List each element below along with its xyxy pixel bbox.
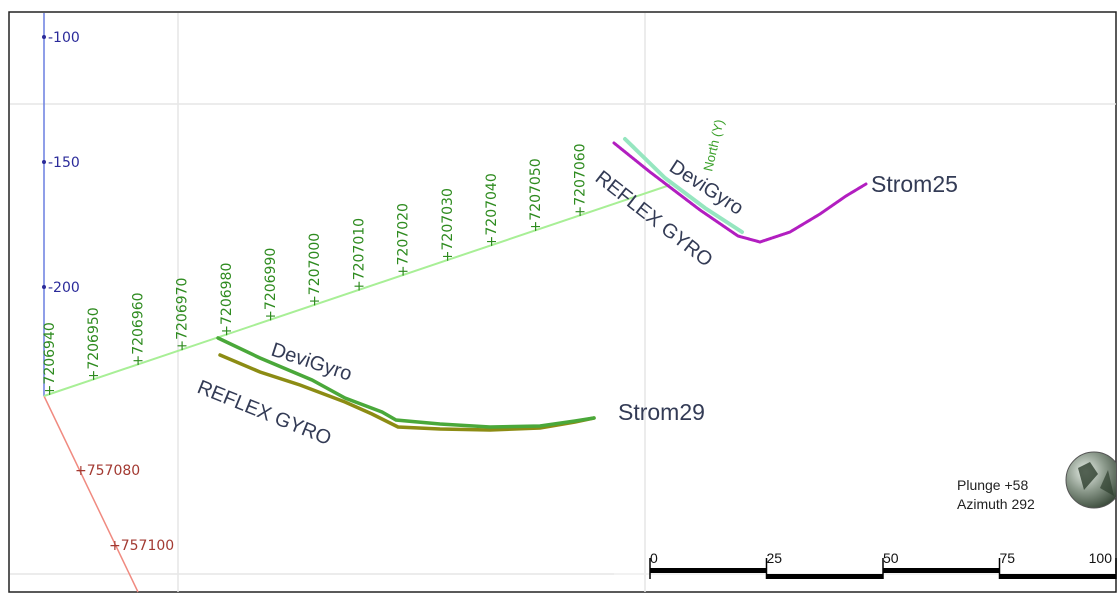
north-axis-tick-label: +7207030 <box>440 188 456 262</box>
north-axis-tick: +7207060 <box>572 143 588 217</box>
east-axis-line <box>43 395 139 593</box>
strom29-label: Strom29 <box>618 399 705 425</box>
north-axis-tick-label: +7207010 <box>351 218 367 292</box>
z-axis: -100 -150 -200 <box>42 13 80 396</box>
orientation-info: Plunge +58 Azimuth 292 <box>957 477 1035 512</box>
scale-bar-label: 25 <box>767 550 783 566</box>
z-axis-tick-label: -200 <box>48 280 80 296</box>
east-axis: +757080 +757100 <box>43 395 174 593</box>
scale-bar-tick: 75 <box>998 550 1016 579</box>
north-axis-tick: +7207010 <box>351 218 367 292</box>
north-axis-tick: +7206950 <box>86 307 102 381</box>
strom25-devigyro-trace <box>623 137 744 234</box>
north-axis-tick: +7207030 <box>440 188 456 262</box>
north-axis-tick-label: +7206940 <box>42 322 58 396</box>
north-axis-tick-label: +7207050 <box>528 158 544 232</box>
north-axis-tick-label: +7206950 <box>86 307 102 381</box>
north-axis-tick: +7207050 <box>528 158 544 232</box>
z-axis-tick-label: -150 <box>48 155 80 171</box>
north-axis-tick: +7206990 <box>263 248 279 322</box>
east-axis-tick: +757100 <box>109 538 174 554</box>
scale-bar-label: 100 <box>1089 550 1113 566</box>
north-axis-tick: +7207040 <box>484 173 500 247</box>
strom25-reflex-gyro-trace <box>612 141 868 244</box>
scale-bar-label: 0 <box>650 550 658 566</box>
z-axis-tick-label: -100 <box>48 30 80 46</box>
strom29-devigyro-trace <box>216 336 596 429</box>
z-axis-tick: -100 <box>42 30 80 46</box>
north-axis-tick: +7207020 <box>396 203 412 277</box>
navigation-sphere-icon[interactable] <box>1065 451 1118 509</box>
north-axis-tick-label: +7206960 <box>130 292 146 366</box>
scale-bar-tick: 0 <box>649 550 658 579</box>
north-axis-tick-label: +7207020 <box>396 203 412 277</box>
scale-bar-segment <box>766 574 883 579</box>
north-axis-tick: +7206940 <box>42 322 58 396</box>
plunge-text: Plunge +58 <box>957 477 1028 493</box>
strom25-label: Strom25 <box>871 171 958 197</box>
north-axis-tick-label: +7207000 <box>307 233 323 307</box>
scale-bar-label: 50 <box>883 550 899 566</box>
scale-bar-segment <box>999 574 1116 579</box>
z-axis-tick: -200 <box>42 280 80 296</box>
scale-bar-tick: 25 <box>765 550 783 579</box>
north-axis-tick-label: +7206980 <box>219 263 235 337</box>
z-axis-tick: -150 <box>42 155 80 171</box>
east-axis-tick: +757080 <box>75 463 140 479</box>
north-axis-tick: +7207000 <box>307 233 323 307</box>
north-axis-tick: +7206960 <box>130 292 146 366</box>
north-axis-tick: +7206970 <box>175 278 191 352</box>
east-axis-tick-label: +757100 <box>109 538 174 554</box>
north-axis-line <box>43 184 671 397</box>
scale-bar-segment <box>650 568 767 573</box>
north-axis-tick: +7206980 <box>219 263 235 337</box>
scale-bar-label: 75 <box>1000 550 1016 566</box>
scale-bar-segment <box>883 568 1000 573</box>
scale-bar-tick: 50 <box>882 550 899 579</box>
north-axis-tick-label: +7206970 <box>175 278 191 352</box>
scale-bar: 0 25 50 75 100 <box>614 550 1117 579</box>
east-axis-tick-label: +757080 <box>75 463 140 479</box>
viewport-frame <box>8 11 1117 593</box>
north-axis-tick-label: +7206990 <box>263 248 279 322</box>
north-axis-tick-label: +7207060 <box>572 143 588 217</box>
north-axis-tick-label: +7207040 <box>484 173 500 247</box>
scale-bar-tick: 100 <box>1089 550 1117 579</box>
azimuth-text: Azimuth 292 <box>957 496 1035 512</box>
